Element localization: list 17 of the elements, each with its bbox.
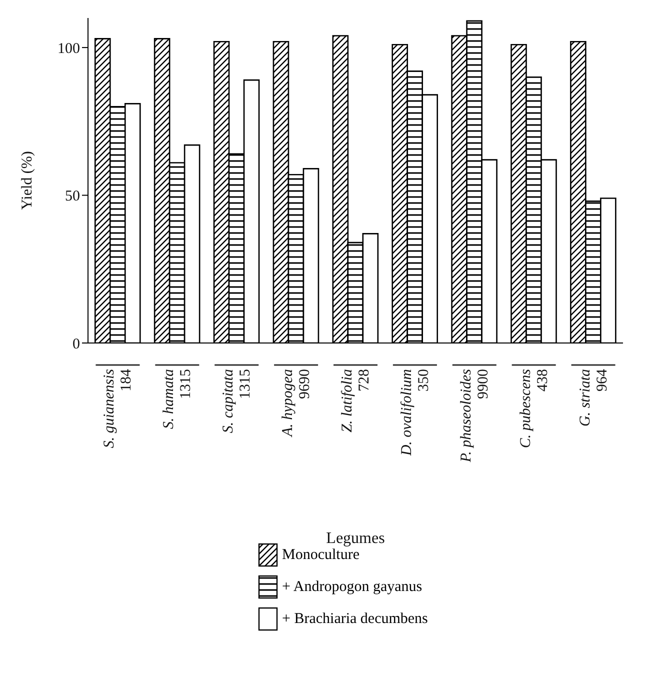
y-tick-label: 100	[58, 40, 80, 57]
x-tick-label: G. striata 964	[577, 368, 610, 427]
x-tick-label: S. hamata 1315	[161, 369, 194, 429]
legend-label: + Andropogon gayanus	[282, 578, 422, 596]
x-tick-label: P. phaseoloides 9900	[458, 368, 492, 464]
x-tick-label: S. guianensis 184	[102, 368, 135, 448]
legend-label: Monoculture	[282, 546, 360, 564]
x-axis-title: Legumes	[326, 530, 385, 547]
x-tick-label: A. hypogea 9690	[280, 369, 314, 438]
x-tick-label: S. capitata 1315	[220, 369, 254, 434]
y-axis-title: Yield (%)	[19, 151, 36, 210]
x-tick-label: Z. latifolia 728	[340, 369, 372, 432]
x-tick-label: D. ovalifolium 350	[398, 368, 432, 457]
legend-label: + Brachiaria decumbens	[282, 610, 428, 628]
y-tick-label: 0	[72, 336, 80, 352]
x-tick-label: C. pubescens 438	[518, 368, 551, 448]
y-tick-label: 50	[65, 188, 80, 205]
